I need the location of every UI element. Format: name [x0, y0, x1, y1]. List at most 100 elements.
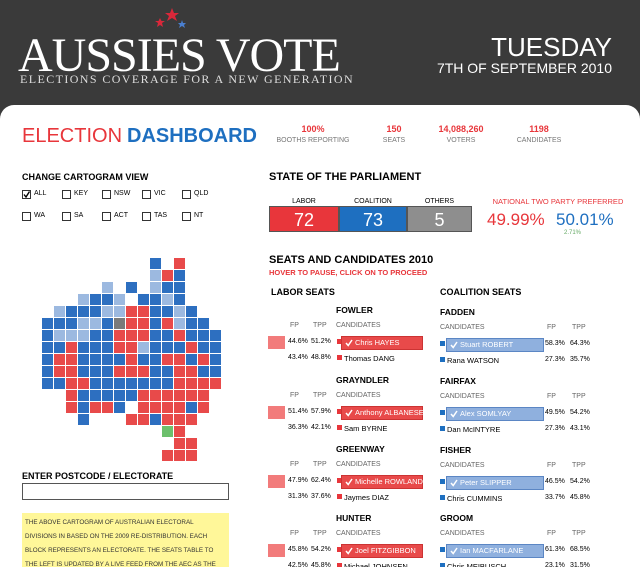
electorate-block[interactable]: [162, 414, 173, 425]
electorate-block[interactable]: [126, 318, 137, 329]
electorate-block[interactable]: [186, 354, 197, 365]
electorate-block[interactable]: [150, 378, 161, 389]
electorate-block[interactable]: [138, 366, 149, 377]
electorate-block[interactable]: [162, 450, 173, 461]
electorate-block[interactable]: [162, 318, 173, 329]
electorate-block[interactable]: [186, 450, 197, 461]
electorate-block[interactable]: [174, 426, 185, 437]
electorate-block[interactable]: [150, 282, 161, 293]
electorate-block[interactable]: [126, 282, 137, 293]
electorate-block[interactable]: [66, 306, 77, 317]
electorate-block[interactable]: [114, 378, 125, 389]
electorate-block[interactable]: [162, 342, 173, 353]
electorate-block[interactable]: [162, 282, 173, 293]
electorate-block[interactable]: [150, 414, 161, 425]
electorate-block[interactable]: [198, 342, 209, 353]
electorate-block[interactable]: [78, 306, 89, 317]
electorate-block[interactable]: [174, 438, 185, 449]
electorate-block[interactable]: [114, 342, 125, 353]
electorate-block[interactable]: [54, 318, 65, 329]
electorate-block[interactable]: [174, 378, 185, 389]
electorate-block[interactable]: [102, 282, 113, 293]
electorate-block[interactable]: [210, 342, 221, 353]
electorate-block[interactable]: [150, 330, 161, 341]
electorate-block[interactable]: [102, 318, 113, 329]
electorate-block[interactable]: [90, 366, 101, 377]
electorate-block[interactable]: [186, 414, 197, 425]
electorate-block[interactable]: [198, 354, 209, 365]
electorate-block[interactable]: [66, 390, 77, 401]
electorate-block[interactable]: [54, 354, 65, 365]
electorate-block[interactable]: [138, 318, 149, 329]
electorate-block[interactable]: [174, 258, 185, 269]
electorate-block[interactable]: [90, 402, 101, 413]
electorate-block[interactable]: [186, 342, 197, 353]
electorate-block[interactable]: [150, 294, 161, 305]
electorate-block[interactable]: [162, 402, 173, 413]
electorate-block[interactable]: [162, 306, 173, 317]
electorate-block[interactable]: [102, 402, 113, 413]
electorate-block[interactable]: [162, 294, 173, 305]
electorate-block[interactable]: [54, 366, 65, 377]
electorate-block[interactable]: [78, 330, 89, 341]
checkbox[interactable]: [102, 190, 111, 199]
electorate-block[interactable]: [174, 270, 185, 281]
electorate-block[interactable]: [66, 354, 77, 365]
electorate-block[interactable]: [126, 330, 137, 341]
electorate-block[interactable]: [210, 366, 221, 377]
electorate-block[interactable]: [102, 354, 113, 365]
electorate-block[interactable]: [174, 366, 185, 377]
electorate-block[interactable]: [42, 378, 53, 389]
electorate-block[interactable]: [186, 330, 197, 341]
electorate-block[interactable]: [138, 306, 149, 317]
electorate-block[interactable]: [66, 318, 77, 329]
electorate-block[interactable]: [66, 378, 77, 389]
electorate-block[interactable]: [102, 342, 113, 353]
electorate-block[interactable]: [186, 402, 197, 413]
electorate-block[interactable]: [114, 366, 125, 377]
electorate-block[interactable]: [126, 390, 137, 401]
electorate-block[interactable]: [66, 342, 77, 353]
electorate-block[interactable]: [198, 366, 209, 377]
electorate-block[interactable]: [174, 306, 185, 317]
electorate-block[interactable]: [114, 330, 125, 341]
electorate-block[interactable]: [102, 378, 113, 389]
electorate-block[interactable]: [90, 378, 101, 389]
electorate-block[interactable]: [174, 294, 185, 305]
electorate-block[interactable]: [198, 318, 209, 329]
electorate-block[interactable]: [174, 330, 185, 341]
electorate-block[interactable]: [174, 354, 185, 365]
electorate-block[interactable]: [78, 414, 89, 425]
electorate-block[interactable]: [90, 294, 101, 305]
electorate-block[interactable]: [126, 342, 137, 353]
electorate-block[interactable]: [90, 390, 101, 401]
electorate-block[interactable]: [102, 330, 113, 341]
electorate-block[interactable]: [150, 402, 161, 413]
electorate-block[interactable]: [210, 354, 221, 365]
electorate-block[interactable]: [66, 402, 77, 413]
electorate-block[interactable]: [198, 330, 209, 341]
electorate-block[interactable]: [186, 318, 197, 329]
electorate-block[interactable]: [210, 330, 221, 341]
electorate-block[interactable]: [174, 390, 185, 401]
electorate-block[interactable]: [138, 294, 149, 305]
search-input[interactable]: [22, 483, 229, 500]
electorate-block[interactable]: [186, 378, 197, 389]
electorate-block[interactable]: [162, 378, 173, 389]
electorate-block[interactable]: [102, 390, 113, 401]
electorate-block[interactable]: [150, 354, 161, 365]
electorate-block[interactable]: [78, 378, 89, 389]
electorate-block[interactable]: [186, 438, 197, 449]
electorate-block[interactable]: [66, 366, 77, 377]
electorate-block[interactable]: [150, 258, 161, 269]
electorate-block[interactable]: [174, 318, 185, 329]
electorate-block[interactable]: [102, 366, 113, 377]
electorate-block[interactable]: [114, 318, 125, 329]
electorate-block[interactable]: [42, 354, 53, 365]
electorate-block[interactable]: [138, 390, 149, 401]
checkbox[interactable]: [22, 190, 31, 199]
electorate-block[interactable]: [78, 354, 89, 365]
checkbox[interactable]: [102, 212, 111, 221]
electorate-block[interactable]: [150, 342, 161, 353]
electorate-block[interactable]: [186, 390, 197, 401]
